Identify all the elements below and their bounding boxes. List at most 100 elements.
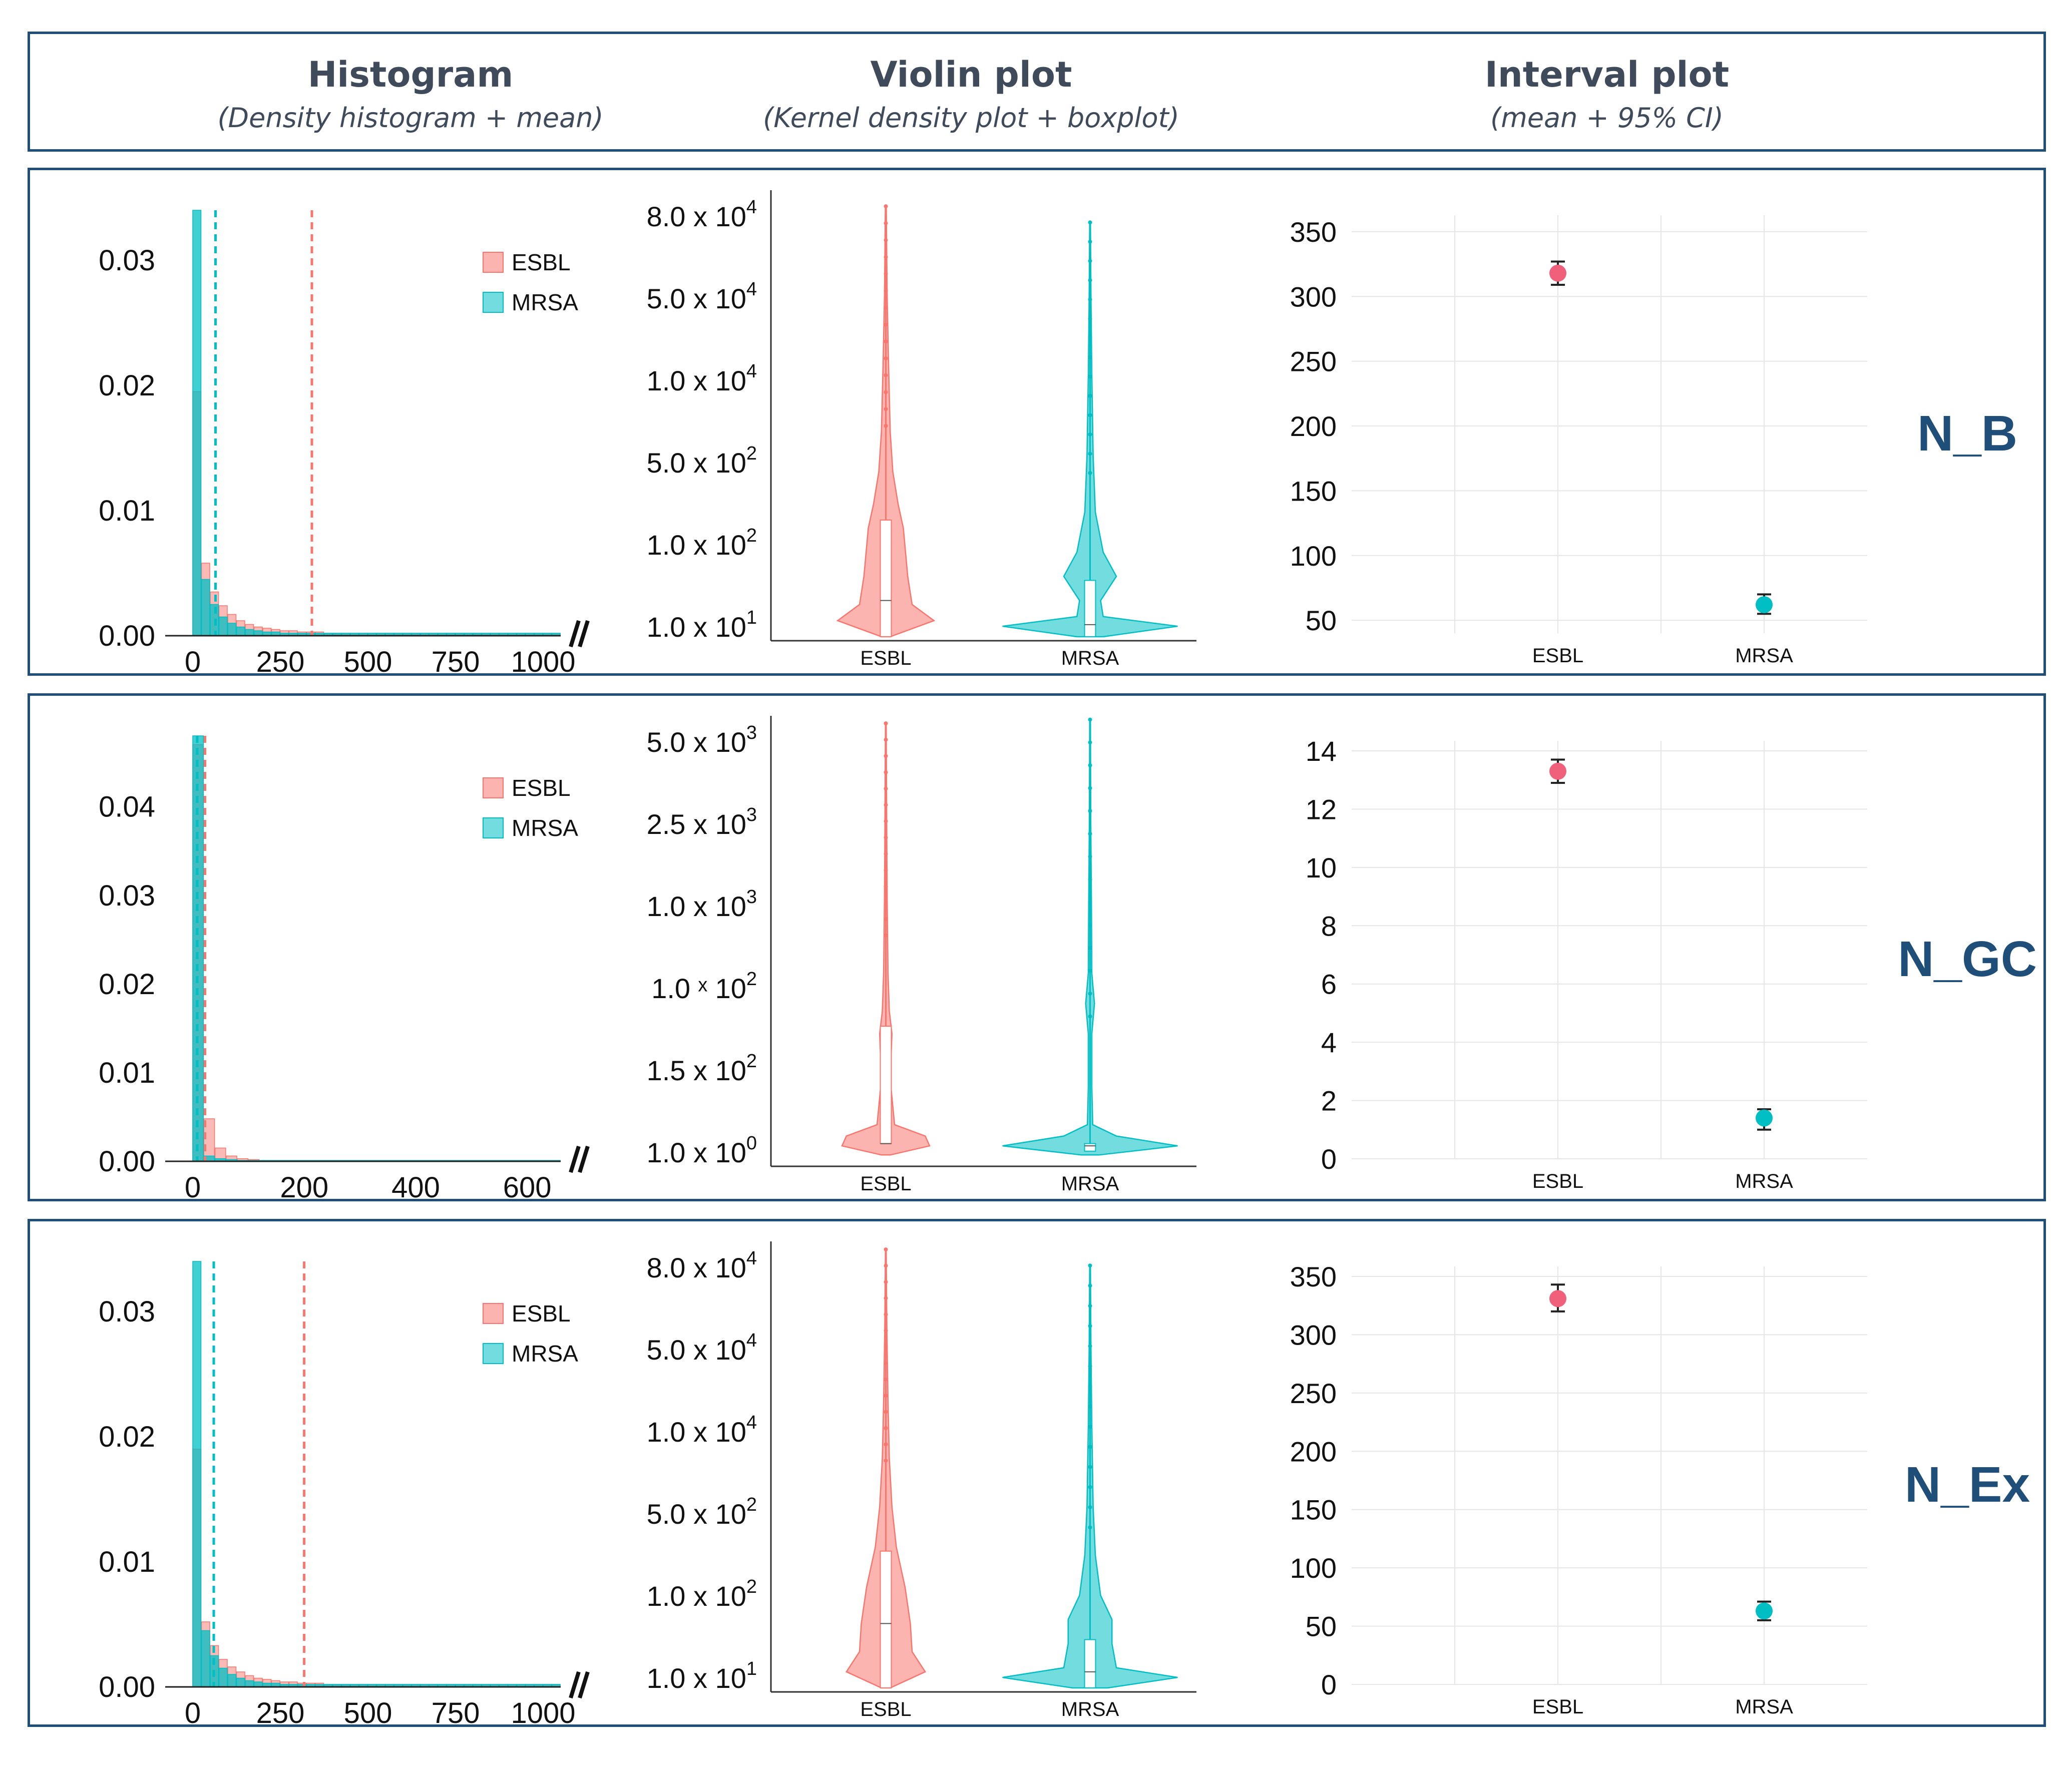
outlier-point-esbl bbox=[884, 868, 888, 872]
interval-y-tick-label: 250 bbox=[1290, 1378, 1337, 1409]
violin-y-tick-label: 8.0 x 104 bbox=[647, 1248, 757, 1283]
legend-label-esbl: ESBL bbox=[512, 249, 571, 275]
outlier-point-esbl bbox=[884, 884, 888, 889]
legend-swatch-esbl bbox=[483, 252, 504, 273]
outlier-point-mrsa bbox=[1088, 1465, 1092, 1469]
outlier-point-mrsa bbox=[1088, 946, 1092, 950]
violin-x-tick-label: ESBL bbox=[860, 1173, 911, 1195]
histogram-bar-mrsa bbox=[245, 1680, 254, 1687]
outlier-point-esbl bbox=[884, 770, 888, 774]
outlier-point-esbl bbox=[884, 786, 888, 791]
outlier-point-mrsa bbox=[1088, 316, 1092, 321]
interval-x-tick-label: MRSA bbox=[1735, 1170, 1793, 1192]
histogram-x-tick-label: 750 bbox=[432, 646, 480, 673]
n-b-interval-plot: 50 100 150 200 250 300 350 ESBL MRSA bbox=[1290, 215, 1867, 667]
violin-x-tick-label: ESBL bbox=[860, 647, 911, 669]
interval-y-tick-label: 350 bbox=[1290, 216, 1337, 248]
legend-label-mrsa: MRSA bbox=[512, 289, 578, 315]
n-gc-histogram: 0 200 400 600 0.00 0.01 0.02 0.03 0.04 ESBL MRSA bbox=[99, 735, 590, 1204]
outlier-point-mrsa bbox=[1088, 1323, 1092, 1328]
histogram-subtitle: (Density histogram + mean) bbox=[217, 102, 604, 134]
outlier-point-esbl bbox=[884, 721, 888, 726]
histogram-bar-mrsa bbox=[192, 210, 202, 636]
column-header-bar: Histogram (Density histogram + mean) Vio… bbox=[28, 32, 2046, 152]
outlier-point-mrsa bbox=[1088, 786, 1092, 790]
outlier-point-esbl bbox=[884, 204, 888, 209]
outlier-point-mrsa bbox=[1088, 297, 1092, 302]
outlier-point-mrsa bbox=[1088, 259, 1092, 263]
outlier-point-mrsa bbox=[1088, 393, 1092, 398]
violin-y-tick-label: 1.0 x 104 bbox=[647, 1412, 757, 1448]
mean-point-esbl bbox=[1549, 762, 1566, 780]
outlier-point-esbl bbox=[884, 917, 888, 922]
interval-y-tick-label: 10 bbox=[1306, 852, 1337, 884]
panel-n-b: 0 250 500 750 1000 0.00 0.01 0.02 0.03 ESBL MRSA 1.… bbox=[28, 168, 2046, 678]
histogram-x-tick-label: 600 bbox=[503, 1171, 552, 1199]
interval-y-tick-label: 14 bbox=[1306, 735, 1337, 767]
histogram-y-tick-label: 0.00 bbox=[99, 620, 155, 652]
axis-break-mark bbox=[569, 1671, 590, 1699]
violin-y-tick-label: 1.0 x 104 bbox=[647, 361, 757, 396]
outlier-point-mrsa bbox=[1088, 1404, 1092, 1409]
interval-y-tick-label: 350 bbox=[1290, 1261, 1337, 1292]
interval-y-tick-label: 0 bbox=[1321, 1143, 1337, 1175]
outlier-point-esbl bbox=[884, 339, 888, 344]
outlier-point-mrsa bbox=[1088, 1014, 1092, 1019]
outlier-point-esbl bbox=[884, 851, 888, 856]
outlier-point-mrsa bbox=[1088, 413, 1092, 417]
interval-y-tick-label: 100 bbox=[1290, 1552, 1337, 1584]
outlier-point-mrsa bbox=[1088, 1303, 1092, 1308]
interval-y-tick-label: 150 bbox=[1290, 475, 1337, 507]
interval-y-tick-label: 150 bbox=[1290, 1494, 1337, 1526]
legend-swatch-esbl bbox=[483, 1303, 504, 1324]
histogram-x-tick-label: 500 bbox=[344, 1697, 392, 1724]
outlier-point-mrsa bbox=[1088, 1505, 1092, 1510]
legend-label-esbl: ESBL bbox=[512, 775, 571, 801]
outlier-point-mrsa bbox=[1088, 1263, 1092, 1268]
histogram-bar-mrsa bbox=[236, 626, 245, 636]
outlier-point-esbl bbox=[884, 1263, 888, 1268]
outlier-point-esbl bbox=[884, 390, 888, 394]
histogram-x-tick-label: 250 bbox=[256, 1697, 305, 1724]
violin-y-tick-label: 2.5 x 103 bbox=[647, 804, 757, 840]
axis-break-mark bbox=[569, 1145, 590, 1173]
violin-y-tick-label: 1.0 x 102 bbox=[647, 525, 757, 561]
legend-label-mrsa: MRSA bbox=[512, 815, 578, 841]
outlier-point-mrsa bbox=[1088, 877, 1092, 881]
n-gc-interval-plot: 0 2 4 6 8 10 12 14 ESBL MRSA bbox=[1306, 735, 1867, 1192]
outlier-point-esbl bbox=[884, 272, 888, 276]
panel-n-gc-svg: 0 200 400 6000.000.010.020.030.04ESBLMRSA1.… bbox=[99, 716, 2037, 1204]
histogram-title: Histogram bbox=[307, 54, 514, 95]
histogram-y-tick-label: 0.02 bbox=[99, 968, 155, 1001]
interval-y-tick-label: 300 bbox=[1290, 1319, 1337, 1351]
n-ex-histogram: 0 250 500 750 1000 0.00 0.01 0.02 0.03 ESBL MRSA bbox=[99, 1261, 590, 1729]
histogram-bar-mrsa bbox=[218, 616, 228, 636]
violin-y-tick-label: 5.0 x 102 bbox=[647, 443, 757, 479]
interval-y-tick-label: 50 bbox=[1306, 1611, 1337, 1642]
outlier-point-mrsa bbox=[1088, 900, 1092, 905]
outlier-point-mrsa bbox=[1088, 763, 1092, 767]
histogram-x-tick-label: 200 bbox=[280, 1171, 328, 1199]
interval-y-tick-label: 200 bbox=[1290, 1436, 1337, 1467]
histogram-y-tick-label: 0.04 bbox=[99, 791, 155, 823]
outlier-point-esbl bbox=[884, 933, 888, 938]
outlier-point-esbl bbox=[884, 1247, 888, 1252]
histogram-x-tick-label: 0 bbox=[185, 646, 201, 673]
outlier-point-mrsa bbox=[1088, 336, 1092, 340]
interval-y-tick-label: 0 bbox=[1321, 1669, 1337, 1700]
legend-swatch-mrsa bbox=[483, 1343, 504, 1364]
outlier-point-mrsa bbox=[1088, 1445, 1092, 1449]
panel-label-n-b: N_B bbox=[1917, 405, 2017, 462]
histogram-bar-mrsa bbox=[236, 1677, 245, 1687]
outlier-point-esbl bbox=[884, 1312, 888, 1316]
histogram-column-header: Histogram (Density histogram + mean) bbox=[135, 54, 686, 134]
mean-point-mrsa bbox=[1756, 596, 1773, 614]
interval-x-tick-label: ESBL bbox=[1532, 1696, 1583, 1718]
histogram-y-tick-label: 0.00 bbox=[99, 1145, 155, 1178]
panel-label-n-gc: N_GC bbox=[1898, 931, 2037, 987]
outlier-point-mrsa bbox=[1088, 355, 1092, 359]
histogram-y-tick-label: 0.01 bbox=[99, 1546, 155, 1578]
outlier-point-mrsa bbox=[1088, 432, 1092, 436]
interval-x-tick-label: ESBL bbox=[1532, 645, 1583, 667]
